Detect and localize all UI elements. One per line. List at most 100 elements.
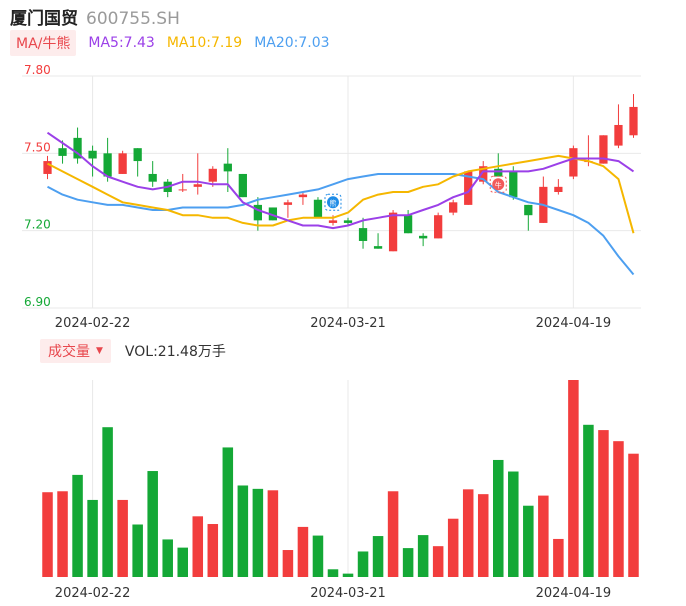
volume-bar[interactable] (252, 488, 264, 577)
candle[interactable] (313, 197, 323, 218)
candle[interactable] (554, 179, 563, 195)
volume-bar[interactable] (177, 547, 188, 577)
volume-value: VOL:21.48万手 (124, 344, 226, 360)
volume-bar[interactable] (432, 546, 444, 577)
volume-bar[interactable] (538, 495, 549, 577)
candle-body (599, 135, 608, 164)
volume-indicator-selector[interactable]: 成交量 ▼ (40, 339, 111, 363)
candle[interactable] (569, 145, 578, 180)
volume-chart[interactable]: 2024-02-22 2024-03-21 2024-04-19 (0, 362, 686, 606)
volume-bar[interactable] (523, 505, 534, 577)
candle[interactable] (403, 210, 413, 234)
volume-bar[interactable] (162, 539, 173, 577)
price-chart[interactable]: 7.80 7.50 7.20 6.90 2024-02-22 2024-03-21 2024… (0, 0, 686, 340)
volume-bar[interactable] (147, 471, 158, 577)
candle[interactable] (268, 207, 278, 221)
candle-body (343, 220, 353, 223)
candle[interactable] (373, 233, 383, 249)
volume-bar[interactable] (477, 494, 489, 577)
candle-body (388, 212, 398, 252)
candle-body (494, 168, 503, 177)
candle[interactable] (238, 173, 247, 198)
candle[interactable] (58, 140, 67, 164)
candle[interactable] (343, 217, 353, 226)
candle-body (118, 153, 127, 174)
volume-bar[interactable] (297, 526, 309, 577)
volume-bar[interactable] (508, 471, 519, 577)
volume-bar[interactable] (282, 550, 294, 577)
candle[interactable] (298, 192, 308, 205)
ma-indicator-selector[interactable]: MA/牛熊 (10, 30, 77, 56)
candle[interactable] (629, 94, 638, 138)
candle[interactable] (43, 155, 52, 180)
volume-bar[interactable] (132, 524, 143, 577)
candle-body (58, 148, 67, 156)
candle[interactable] (419, 233, 428, 247)
volume-bar[interactable] (342, 573, 354, 577)
volume-bar[interactable] (372, 536, 384, 577)
volume-bar[interactable] (493, 459, 504, 577)
candle[interactable] (358, 217, 368, 249)
bear-marker-icon[interactable]: 熊 (324, 193, 342, 211)
candle[interactable] (88, 145, 97, 177)
volume-bar[interactable] (42, 492, 53, 577)
volume-bar[interactable] (207, 524, 219, 577)
candle-body (283, 202, 293, 205)
volume-bar[interactable] (553, 538, 564, 577)
volume-bar[interactable] (102, 427, 113, 577)
volume-indicator-label: 成交量 (48, 344, 90, 360)
ma-legend: MA/牛熊 MA5:7.43 MA10:7.19 MA20:7.03 (10, 30, 330, 56)
ma20-legend: MA20:7.03 (254, 35, 330, 51)
volume-bar[interactable] (387, 491, 399, 577)
candle-body (298, 194, 308, 198)
candle[interactable] (118, 150, 127, 174)
volume-bar[interactable] (192, 516, 204, 577)
candle[interactable] (103, 137, 112, 182)
candle[interactable] (73, 127, 82, 164)
candle[interactable] (434, 212, 443, 239)
volume-bar[interactable] (447, 518, 459, 577)
volume-bar[interactable] (568, 380, 579, 577)
volume-bar[interactable] (357, 551, 369, 577)
volume-bar[interactable] (222, 447, 234, 577)
candle[interactable] (494, 153, 503, 177)
volume-x-tick-label: 2024-02-22 (55, 586, 131, 601)
volume-bar[interactable] (237, 485, 249, 577)
candle-body (253, 204, 262, 221)
candle[interactable] (283, 199, 293, 218)
volume-bar[interactable] (117, 499, 128, 577)
volume-bar[interactable] (402, 548, 414, 577)
volume-bar[interactable] (87, 499, 98, 577)
candle[interactable] (133, 148, 142, 177)
candle[interactable] (148, 161, 157, 187)
candle[interactable] (193, 153, 202, 195)
caret-down-icon: ▼ (96, 346, 103, 356)
candle-body (43, 161, 52, 174)
candle-body (313, 199, 323, 218)
volume-bar[interactable] (312, 535, 324, 577)
candle-body (373, 246, 383, 249)
volume-bar[interactable] (613, 441, 624, 577)
candle[interactable] (178, 173, 187, 192)
volume-bar[interactable] (57, 491, 68, 577)
candle[interactable] (614, 104, 623, 149)
candle-body (193, 184, 202, 187)
bull-marker-icon[interactable]: 牛 (489, 175, 507, 193)
volume-bar[interactable] (267, 490, 279, 577)
candle-body (268, 207, 278, 221)
price-y-tick-label: 7.20 (24, 218, 51, 232)
volume-bar[interactable] (417, 535, 429, 577)
volume-bar[interactable] (583, 424, 594, 577)
volume-bar[interactable] (628, 453, 639, 577)
ma5-line (46, 131, 635, 230)
volume-bar[interactable] (72, 474, 83, 577)
volume-bar[interactable] (462, 489, 474, 577)
volume-bar[interactable] (327, 569, 339, 577)
candle-body (419, 235, 428, 239)
candle[interactable] (524, 204, 533, 231)
volume-bar[interactable] (598, 430, 609, 577)
candle[interactable] (388, 210, 398, 252)
candle[interactable] (449, 199, 458, 216)
candle[interactable] (539, 176, 548, 223)
stock-header: 厦门国贸 600755.SH (10, 4, 180, 29)
